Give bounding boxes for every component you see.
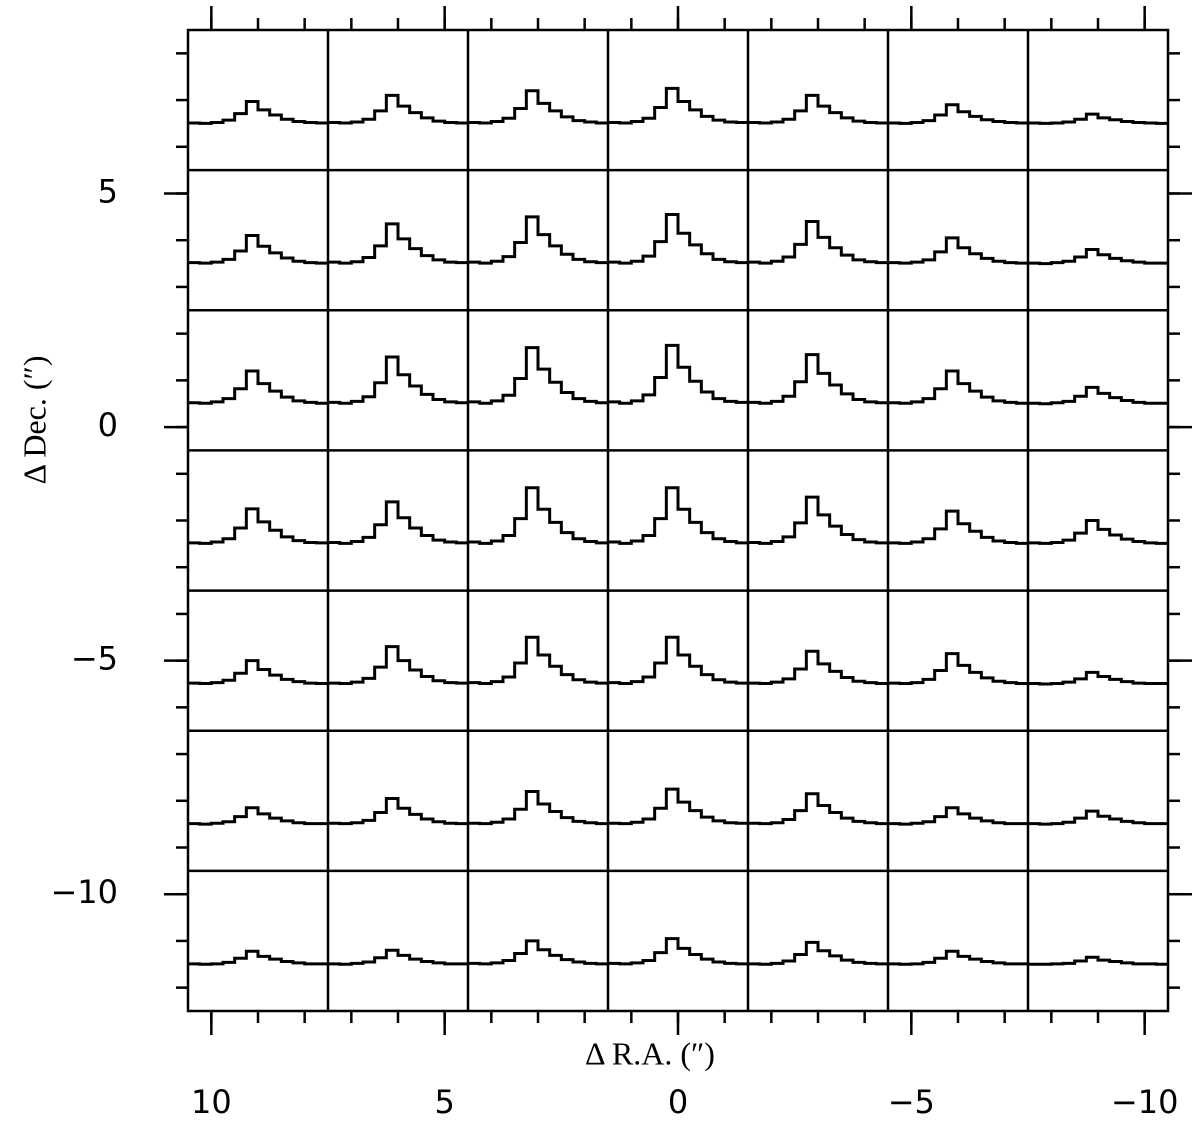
spectrum: [608, 486, 748, 545]
spectrum: [188, 234, 328, 265]
spectrum: [468, 346, 608, 405]
spectrum: [1028, 955, 1168, 966]
spectrum: [748, 940, 888, 966]
spectrum: [188, 507, 328, 545]
spectrum: [188, 949, 328, 966]
spectrum: [188, 806, 328, 826]
spectrum: [608, 86, 748, 125]
x-tick-label: −10: [1111, 1083, 1179, 1121]
spectrum: [608, 343, 748, 405]
y-tick-label: 0: [98, 406, 118, 444]
y-tick-label: −5: [71, 640, 118, 678]
spectrum: [1028, 670, 1168, 686]
y-tick-label: −10: [50, 873, 118, 911]
spectrum: [748, 495, 888, 545]
plot-frame: [186, 28, 1170, 1013]
spectrum: [1028, 385, 1168, 406]
spectrum: [748, 93, 888, 125]
spectrum: [468, 215, 608, 265]
spectrum: [468, 635, 608, 686]
y-axis-title: Δ Dec. (″): [16, 356, 52, 485]
y-tick-label: 5: [98, 173, 118, 211]
spectrum: [188, 659, 328, 686]
spectrum: [328, 355, 468, 405]
spectrum: [608, 213, 748, 265]
spectrum: [328, 796, 468, 826]
spectrum: [888, 949, 1028, 966]
x-tick-label: 5: [434, 1083, 454, 1121]
spectrum: [1028, 112, 1168, 125]
spectrum: [468, 789, 608, 826]
spectrum: [468, 486, 608, 545]
spectrum: [468, 939, 608, 966]
spectrum: [328, 222, 468, 265]
spectrum: [328, 948, 468, 966]
spectrum: [748, 220, 888, 265]
spectrum: [888, 236, 1028, 265]
spectrum: [328, 500, 468, 545]
spectrum: [608, 937, 748, 966]
spectrum: [888, 103, 1028, 125]
x-tick-label: 10: [191, 1083, 232, 1121]
spectrum: [888, 652, 1028, 686]
x-axis-title: Δ R.A. (″): [585, 1035, 715, 1071]
spectrum: [1028, 809, 1168, 826]
spectrum: [888, 369, 1028, 405]
x-tick-label: −5: [888, 1083, 935, 1121]
spectrum: [748, 649, 888, 686]
spectrum: [888, 806, 1028, 826]
spectrum: [468, 89, 608, 125]
spectrum: [748, 792, 888, 826]
spectrum: [1028, 248, 1168, 266]
spectrum: [888, 509, 1028, 545]
spectrum: [748, 353, 888, 405]
spectrum: [188, 99, 328, 125]
spectrum: [608, 635, 748, 686]
spectrum: [328, 93, 468, 125]
spectrum: [188, 369, 328, 405]
spectrum: [608, 787, 748, 826]
x-tick-label: 0: [668, 1083, 688, 1121]
spectrum: [328, 645, 468, 686]
spectrum: [1028, 519, 1168, 545]
